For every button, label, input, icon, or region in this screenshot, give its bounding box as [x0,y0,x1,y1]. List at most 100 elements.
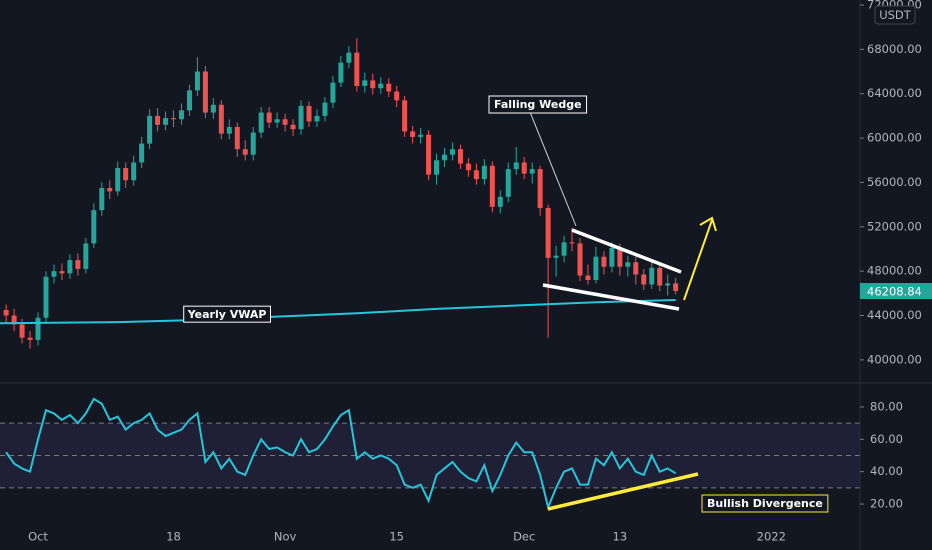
candle-body [11,315,17,325]
candle-body [553,255,559,258]
candle-body [250,132,256,155]
candle-body [139,143,145,163]
candle-body [561,242,567,256]
candle-body [234,126,240,150]
candle-body [569,242,575,244]
candle-body [378,83,384,89]
candle-body [449,149,455,155]
y-tick-label: 60.00 [870,432,903,446]
candle-body [521,162,527,174]
candle-body [67,260,73,274]
candle-body [123,168,129,181]
candle-body [442,154,448,161]
candle-body [51,271,57,277]
wedge-label: Falling Wedge [494,98,582,111]
last-price-label: 46208.84 [867,285,922,299]
candle-body [99,187,105,211]
wedge-pointer [529,111,577,227]
candle-body [3,309,9,316]
candle-body [27,337,33,340]
candle-body [43,276,49,318]
x-tick-label: Oct [28,530,48,544]
divergence-label-box [701,494,829,513]
candle-body [178,110,184,120]
candle-body [513,162,519,170]
x-tick-label: 13 [613,530,628,544]
x-tick-label: Dec [513,530,535,544]
rsi-line [5,397,677,511]
candle-body [155,115,161,125]
candle-body [322,102,328,116]
candle-body [410,131,416,137]
y-tick-label: 60000.00 [867,131,922,145]
candle-body [218,104,224,134]
y-tick-label: 64000.00 [867,86,922,100]
y-tick-label: 48000.00 [867,264,922,278]
candle-body [609,247,615,267]
candle-body [75,260,81,269]
candle-body [505,169,511,197]
candle-body [497,196,503,207]
candle-body [258,112,264,133]
candle-body [298,105,304,130]
candle-body [665,283,671,286]
candle-body [457,149,463,164]
y-tick-label: 44000.00 [867,308,922,322]
candle-body [83,243,89,269]
candle-body [370,80,376,89]
candle-body [274,119,280,123]
candle-body [537,169,543,208]
candle-body [673,283,679,292]
candle-body [226,126,232,134]
candle-body [418,134,424,137]
candle-body [186,90,192,111]
candle-body [633,262,639,275]
y-tick-label: 40.00 [870,464,903,478]
candle-body [649,267,655,285]
x-tick-label: Nov [274,530,297,544]
candle-body [19,324,25,338]
candle-body [489,165,495,207]
candle-body [202,71,208,113]
candle-body [354,52,360,86]
candle-body [394,91,400,101]
candle-body [601,256,607,267]
candle-body [314,115,320,122]
x-tick-label: 2022 [757,530,786,544]
candle-body [657,267,663,286]
vwap-label: Yearly VWAP [187,308,267,321]
candle-body [402,100,408,132]
candle-body [107,187,113,192]
vwap-label-box [183,305,271,323]
candle-body [346,52,352,63]
candle-body [577,243,583,276]
candle-body [434,160,440,175]
candle-body [545,207,551,258]
candle-body [473,170,479,180]
wedge-label-box [488,95,588,114]
wedge-lower [542,283,680,311]
candle-body [210,104,216,113]
candle-body [386,83,392,92]
candle-body [330,82,336,103]
candle-body [35,317,41,340]
candle-body [617,247,623,267]
candle-body [465,163,471,171]
candle-body [625,262,631,267]
candle-body [585,275,591,281]
y-tick-label: 20.00 [870,497,903,511]
vwap-line [0,298,676,325]
divergence-label: Bullish Divergence [707,497,823,510]
x-tick-label: 15 [389,530,404,544]
candle-body [242,149,248,155]
currency-box [874,5,916,25]
candle-body [481,165,487,180]
candle-body [362,80,368,86]
candle-body [91,210,97,244]
candle-body [194,71,200,91]
candle-body [59,271,65,274]
currency-label: USDT [879,8,912,22]
candle-body [266,112,272,123]
